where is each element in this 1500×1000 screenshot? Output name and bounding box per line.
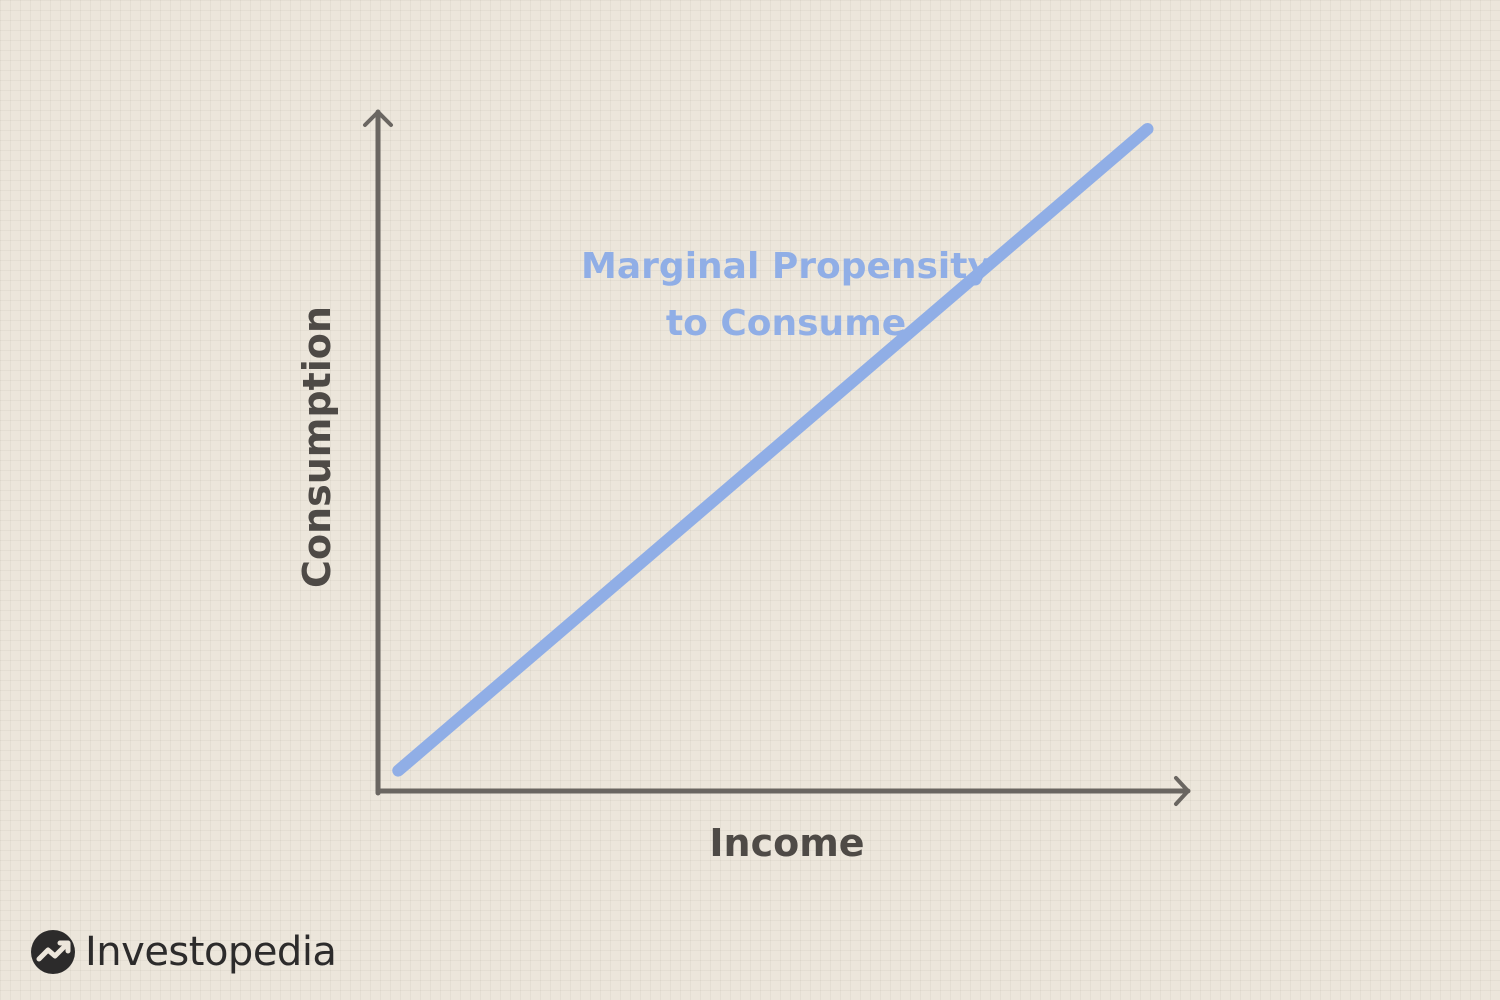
investopedia-logo-icon [31, 930, 75, 974]
series-label: Marginal Propensity to Consume [581, 246, 991, 344]
x-axis [375, 776, 1191, 806]
series-layer [392, 122, 1154, 777]
y-axis-title: Consumption [295, 306, 339, 588]
investopedia-logo: Investopedia [30, 926, 337, 978]
series-label-line: Marginal Propensity [581, 246, 991, 287]
x-axis-title: Income [709, 821, 864, 865]
y-axis [363, 109, 393, 796]
series-label-line: to Consume [666, 303, 906, 344]
investopedia-logo-text: Investopedia [85, 929, 337, 975]
series-line [392, 122, 1154, 777]
x-axis-arrowhead [1174, 776, 1190, 806]
y-axis-arrowhead [363, 110, 393, 127]
